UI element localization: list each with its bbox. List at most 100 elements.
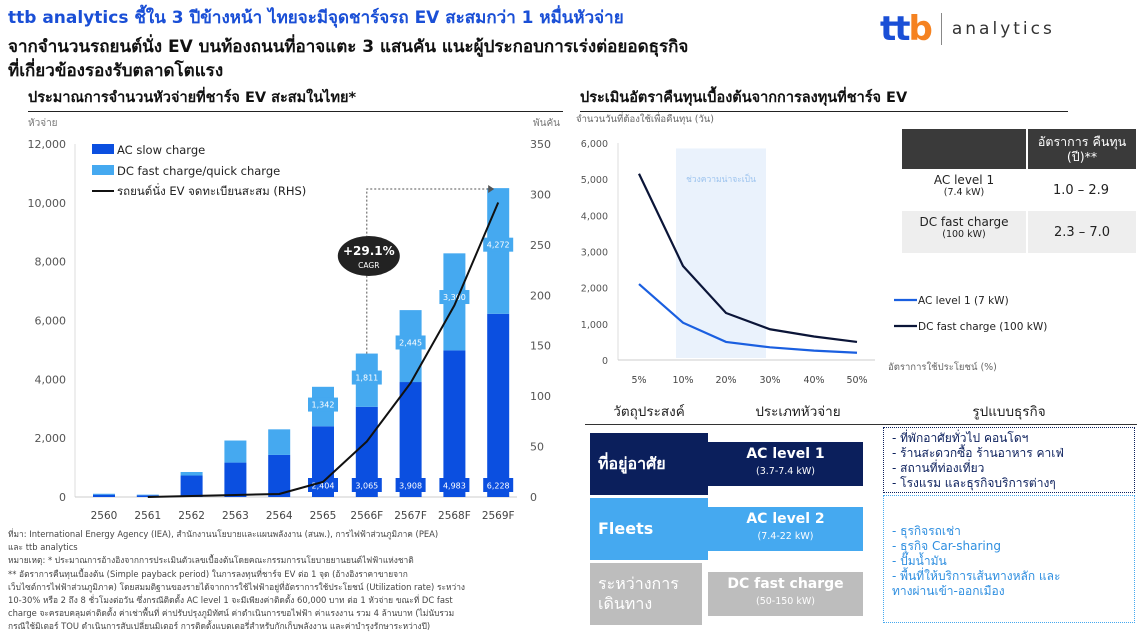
subtitle-line-1: จากจำนวนรถยนต์นั่ง EV บนท้องถนนที่อาจแตะ… (8, 37, 689, 57)
business-item: - โรงแรม และธุรกิจบริการต่างๆ (892, 476, 1056, 490)
charger-type-box: AC level 1 (3.7-7.4 kW) (708, 442, 863, 486)
y-tick-label: 8,000 (35, 256, 67, 269)
label-bg (395, 335, 426, 350)
payback-table-header: อัตราการ คืนทุน (ปี)** (902, 129, 1136, 169)
business-table-header: วัตถุประสงค์ ประเภทหัวจ่าย รูปแบบธุรกิจ (585, 400, 1137, 425)
payback-row: DC fast charge (100 kW) 2.3 – 7.0 (902, 211, 1136, 253)
bar-ac-slow-charge (268, 454, 291, 497)
y-tick-label: 4,000 (35, 373, 67, 386)
x-tick-label: 2564 (266, 510, 293, 522)
legend-ev: รถยนต์นั่ง EV จดทะเบียนสะสม (RHS) (117, 183, 306, 198)
business-item: - ร้านสะดวกซื้อ ร้านอาหาร คาเฟ่ (892, 446, 1064, 460)
data-label-dc: 2,445 (399, 338, 422, 347)
business-item: - ที่พักอาศัยทั่วไป คอนโดฯ (892, 431, 1029, 445)
charger-spec: (50-150 kW) (756, 596, 815, 607)
x-tick-label: 2566F (350, 510, 383, 522)
x-tick-label: 2567F (394, 510, 427, 522)
data-label-ac: 2,404 (312, 482, 335, 491)
right-chart-title: ประเมินอัตราคืนทุนเบื้องต้นจากการลงทุนที… (580, 86, 1068, 112)
bar-ac-slow-charge (399, 382, 422, 497)
cagr-bubble (337, 236, 400, 276)
y2-tick-label: 350 (530, 138, 551, 151)
note-line: charge จะครอบคลุมค่าติดตั้ง ค่าเช่าพื้นท… (8, 608, 455, 619)
group-residential: ที่อยู่อาศัย AC level 1 (3.7-7.4 kW) (585, 433, 1137, 495)
y2-tick-label: 0 (530, 491, 537, 504)
x-tick-label: 50% (846, 375, 867, 386)
y-tick-label: 4,000 (581, 211, 608, 222)
header-charger-type: ประเภทหัวจ่าย (755, 404, 841, 420)
y-tick-label: 6,000 (581, 139, 608, 150)
y-tick-label: 10,000 (28, 197, 67, 210)
legend-ac: AC slow charge (117, 143, 205, 157)
logo-divider (940, 13, 942, 45)
y-tick-label: 6,000 (35, 315, 67, 328)
charger-spec: (3.7-7.4 kW) (756, 466, 815, 477)
subtitle-line-2: ที่เกี่ยวข้องรองรับตลาดโตแรง (8, 61, 224, 81)
bar-ac-slow-charge (443, 350, 466, 497)
label-bg (483, 237, 514, 252)
payback-table: อัตราการ คืนทุน (ปี)** AC level 1 (7.4 kW… (902, 129, 1136, 253)
cagr-label: CAGR (358, 261, 379, 270)
y-tick-label: 3,000 (581, 248, 608, 259)
business-item: - ปั๊มน้ำมัน (892, 554, 947, 568)
label-bg (308, 397, 338, 412)
business-item: - พื้นที่ให้บริการเส้นทางหลัก และ (892, 569, 1061, 583)
label-bg (351, 370, 382, 385)
note-line: 10-30% หรือ 2 ถึง 8 ชั่วโมงต่อวัน ซึ่งกร… (8, 595, 453, 606)
source-notes: ที่มา: International Energy Agency (IEA)… (8, 528, 578, 634)
cagr-arrow (366, 188, 489, 354)
data-label-ac: 6,228 (487, 482, 510, 491)
bar-ac-slow-charge (224, 462, 247, 497)
y-tick-label: 2,000 (35, 432, 67, 445)
left-chart-title: ประมาณการจำนวนหัวจ่ายที่ชาร์จ EV สะสมในไ… (28, 86, 563, 112)
legend-label: DC fast charge (100 kW) (918, 321, 1047, 333)
bar-ac-slow-charge (180, 475, 203, 497)
data-label-ac: 3,908 (399, 482, 422, 491)
group-travel: ระหว่างการเดินทาง DC fast charge (50-150 … (585, 563, 1137, 625)
y2-tick-label: 200 (530, 289, 551, 302)
y-tick-label: 12,000 (28, 138, 67, 151)
x-tick-label: 30% (759, 375, 780, 386)
arrow-head-icon (488, 185, 495, 193)
x-tick-label: 2568F (438, 510, 471, 522)
bar-dc-fast-charge (268, 429, 291, 455)
y2-tick-label: 250 (530, 239, 551, 252)
charger-forecast-chart: หัวจ่าย พันคัน 0 2,000 4,000 6,000 8,000 10,000… (28, 118, 561, 522)
label-bg (395, 478, 426, 492)
legend-dc: DC fast charge/quick charge (117, 164, 280, 178)
y-tick-label: 0 (602, 356, 608, 367)
bar-dc-fast-charge (180, 471, 203, 476)
charger-spec: (7.4-22 kW) (757, 531, 814, 542)
business-list-residential: - ที่พักอาศัยทั่วไป คอนโดฯ - ร้านสะดวกซื… (883, 427, 1135, 493)
y2-tick-label: 100 (530, 390, 551, 403)
headline: ttb analytics ชี้ใน 3 ปีข้างหน้า ไทยจะมี… (8, 8, 624, 28)
x-tick-label: 2562 (178, 510, 205, 522)
purpose-label: Fleets (590, 498, 708, 560)
payback-value: 2.3 – 7.0 (1026, 211, 1136, 253)
shaded-range-label: ช่วงความน่าจะเป็น (686, 173, 756, 185)
y-tick-label: 1,000 (581, 320, 608, 331)
business-item: ทางผ่านเข้า-ออกเมือง (892, 584, 1005, 598)
charger-type: AC level 1 (933, 173, 995, 187)
ttb-analytics-logo: ttb analytics (880, 8, 1135, 50)
business-item: - สถานที่ท่องเที่ยว (892, 461, 985, 475)
x-tick-label: 2565 (310, 510, 337, 522)
label-bg (439, 290, 470, 305)
x-tick-label: 2569F (482, 510, 515, 522)
header-purpose: วัตถุประสงค์ (613, 404, 685, 420)
legend-swatch-ac (92, 144, 114, 154)
y2-tick-label: 300 (530, 188, 551, 201)
charger-type: DC fast charge (727, 576, 844, 592)
business-item: - ธุรกิจ Car-sharing (892, 539, 1001, 553)
business-item: - ธุรกิจรถเช่า (892, 524, 961, 538)
note-line: ** อัตราการคืนทุนเบื้องต้น (Simple payba… (8, 568, 408, 579)
charger-spec: (100 kW) (942, 229, 986, 240)
y-tick-label: 5,000 (581, 175, 608, 186)
x-tick-label: 40% (803, 375, 824, 386)
x-axis-label: อัตราการใช้ประโยชน์ (%) (888, 361, 997, 373)
bar-ac-slow-charge (487, 313, 510, 497)
y2-axis-label: พันคัน (533, 118, 560, 129)
bar-dc-fast-charge (93, 493, 115, 495)
purpose-label: ที่อยู่อาศัย (590, 433, 708, 495)
x-tick-label: 2561 (134, 510, 161, 522)
